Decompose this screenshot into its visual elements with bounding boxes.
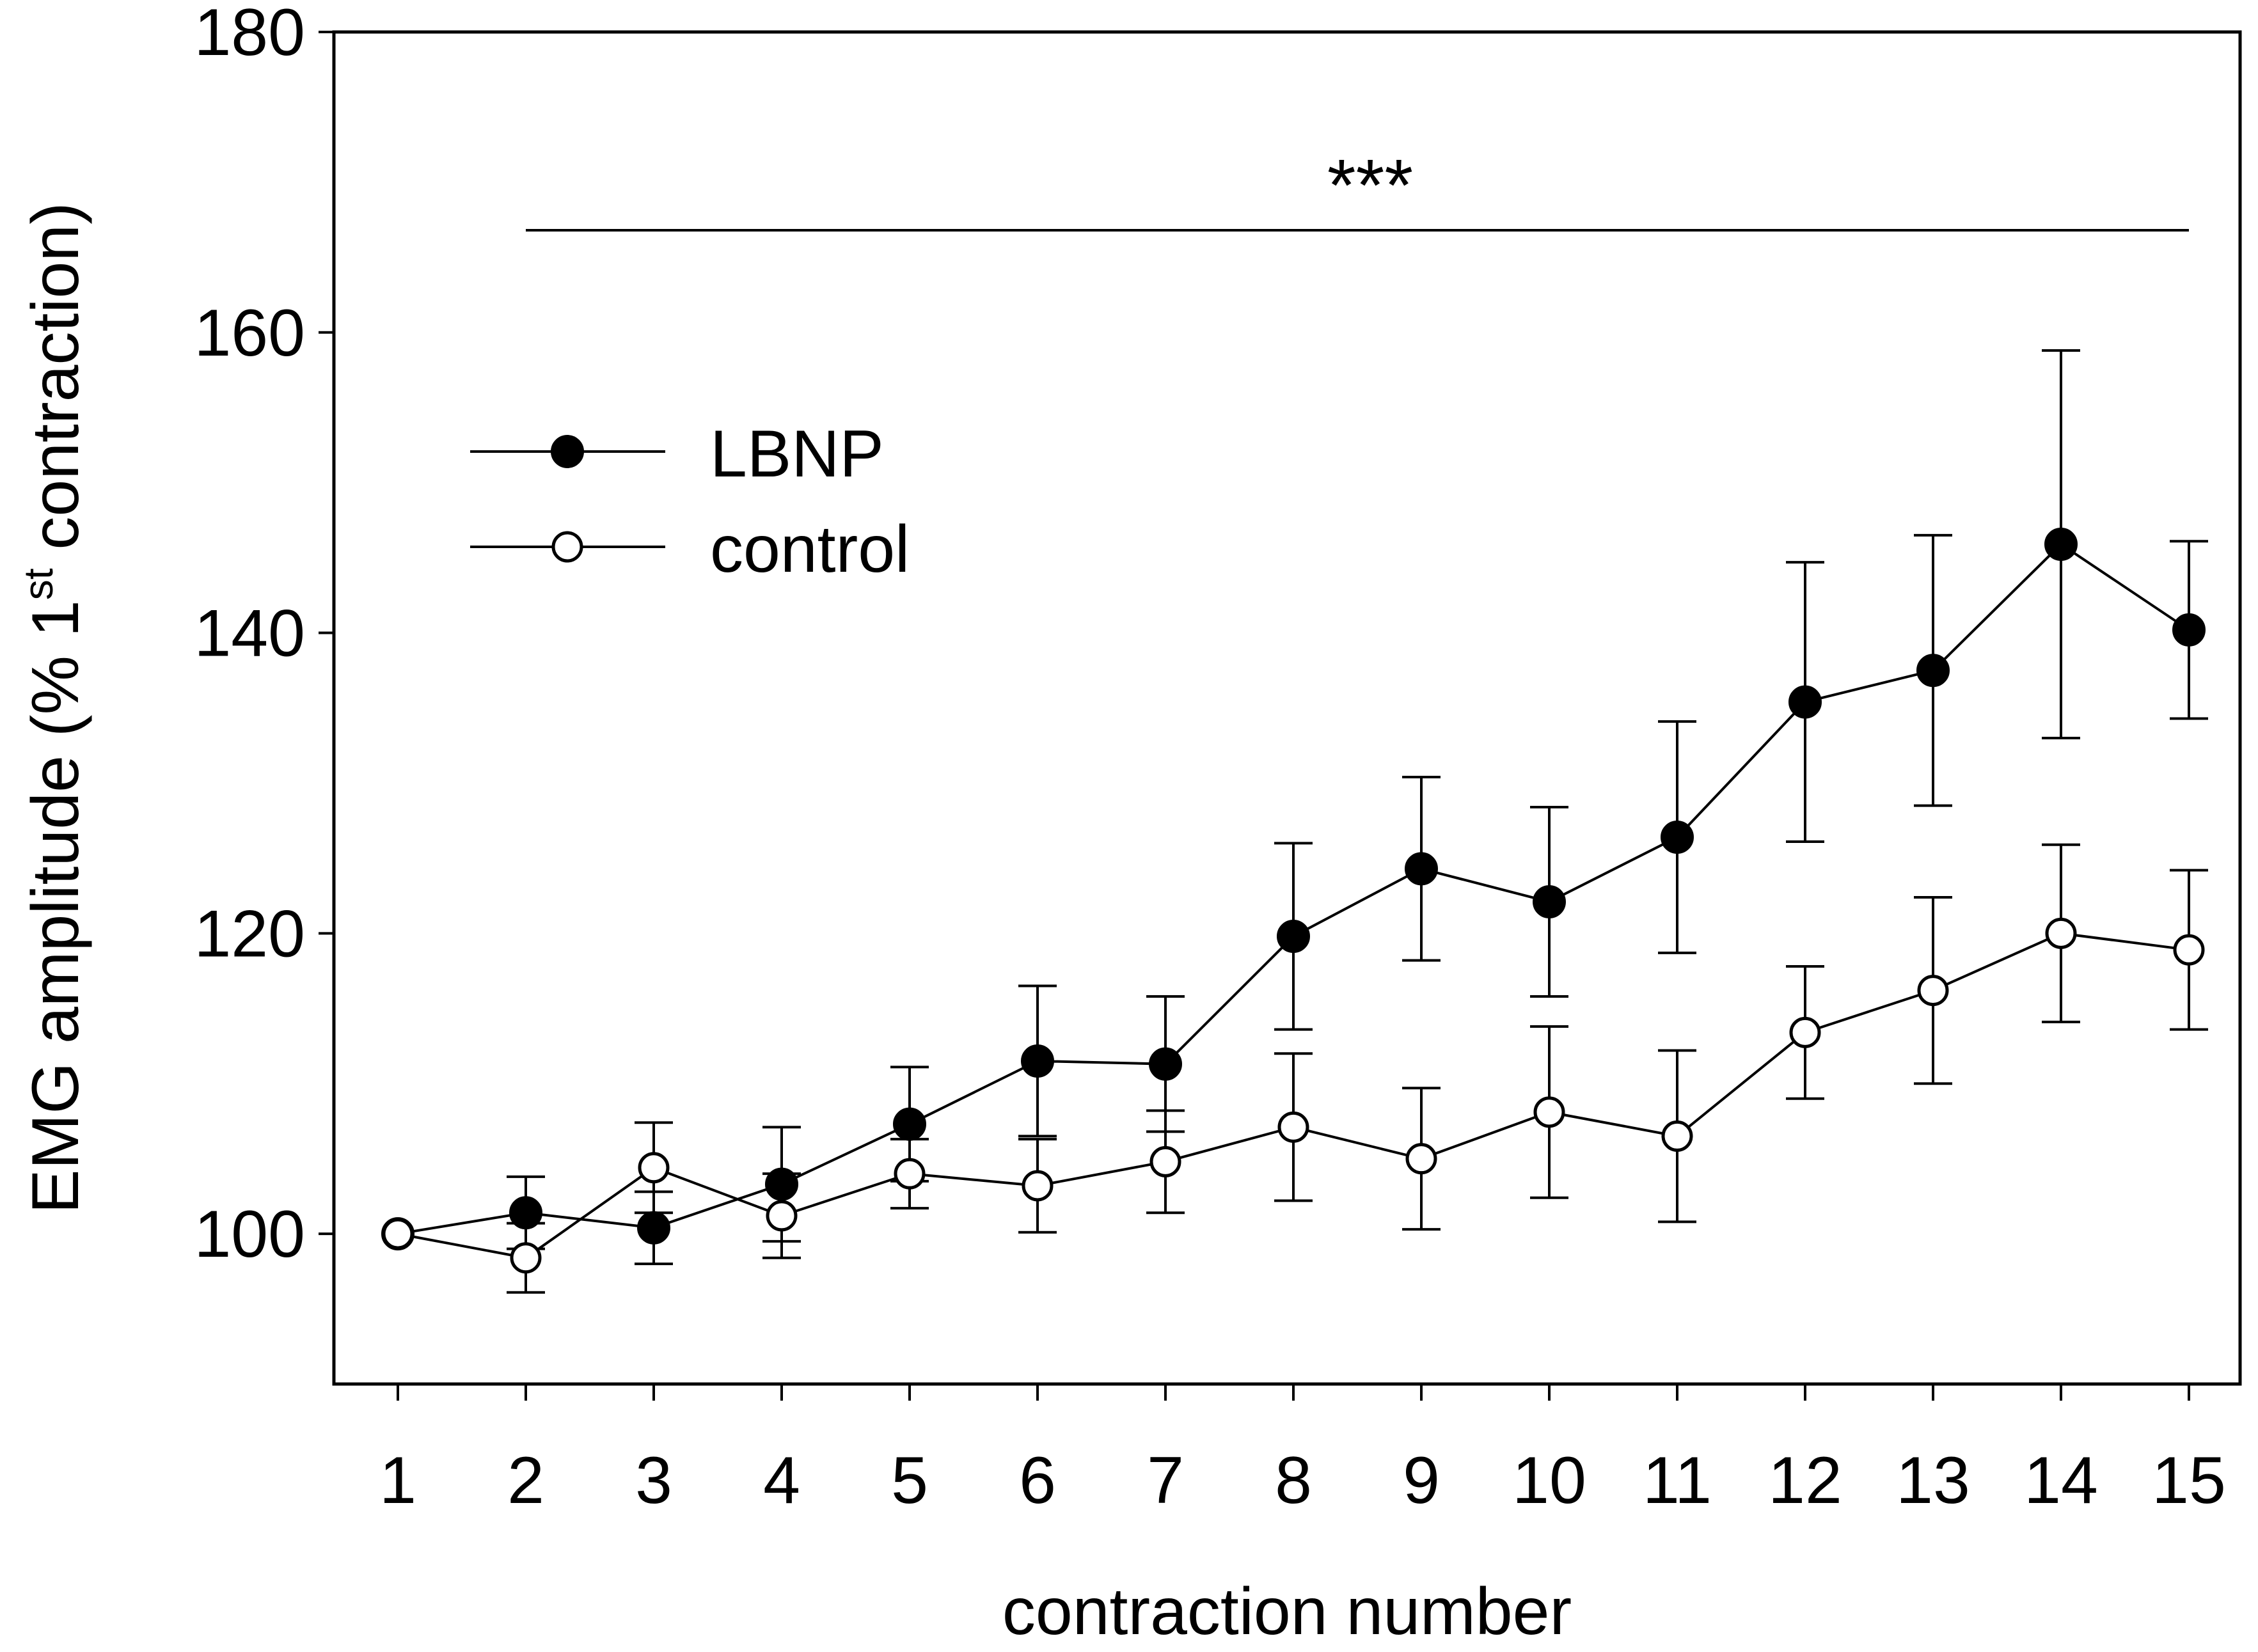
data-point-control: [894, 1158, 926, 1190]
data-point-control: [1149, 1145, 1181, 1177]
data-point-control: [1405, 1143, 1437, 1175]
x-axis-label: contraction number: [1002, 1575, 1572, 1649]
data-point-control: [510, 1242, 542, 1274]
data-point-control: [1022, 1170, 1054, 1202]
y-tick-label: 120: [194, 897, 305, 971]
x-tick-label: 2: [507, 1444, 544, 1518]
significance-annotation: ***: [526, 145, 2189, 232]
data-point-lbnp: [1021, 1044, 1054, 1078]
legend: LBNP control: [470, 417, 910, 586]
series-lbnp: [381, 349, 2208, 1266]
legend-label-lbnp: LBNP: [710, 417, 884, 491]
data-point-control: [2045, 917, 2077, 949]
x-tick-label: 8: [1275, 1444, 1312, 1518]
data-point-lbnp: [2044, 527, 2078, 561]
data-point-lbnp: [1533, 885, 1566, 919]
data-point-control: [1789, 1016, 1821, 1048]
x-tick-label: 9: [1403, 1444, 1440, 1518]
y-tick-label: 140: [194, 597, 305, 671]
x-tick-label: 5: [891, 1444, 928, 1518]
data-point-lbnp: [893, 1107, 926, 1141]
x-tick-label: 6: [1019, 1444, 1056, 1518]
series-layer: [381, 349, 2208, 1294]
y-axis-label-main: EMG amplitude (% 1: [19, 600, 93, 1213]
data-point-lbnp: [1916, 654, 1950, 688]
data-point-control: [766, 1200, 798, 1232]
x-axis: 1 2 3 4 5 6 7 8 9 10 11 12 13 14 15: [379, 1384, 2226, 1518]
significance-stars: ***: [1327, 145, 1413, 227]
data-point-control: [1661, 1120, 1693, 1152]
data-point-lbnp: [2172, 613, 2206, 647]
y-axis-label: EMG amplitude (% 1st contraction): [15, 202, 93, 1214]
data-point-control: [1277, 1111, 1309, 1143]
y-tick-label: 180: [194, 0, 305, 70]
y-axis-label-tail: contraction): [19, 202, 93, 568]
x-tick-label: 1: [379, 1444, 416, 1518]
data-point-control: [2173, 934, 2205, 966]
x-tick-label: 4: [763, 1444, 800, 1518]
legend-marker-control: [551, 531, 583, 563]
data-point-lbnp: [1788, 685, 1822, 719]
data-point-control: [1917, 975, 1949, 1007]
x-tick-label: 10: [1512, 1444, 1586, 1518]
y-axis-label-superscript: st: [15, 568, 61, 600]
x-tick-label: 15: [2152, 1444, 2226, 1518]
x-tick-label: 3: [635, 1444, 672, 1518]
x-tick-label: 11: [1643, 1444, 1712, 1518]
data-point-lbnp: [637, 1211, 670, 1245]
plot-frame: [332, 30, 2242, 1386]
y-axis: 100 120 140 160 180: [194, 0, 334, 1271]
data-point-lbnp: [1405, 852, 1438, 886]
data-point-lbnp: [1277, 920, 1310, 954]
data-point-control: [638, 1152, 670, 1184]
data-point-lbnp: [1149, 1047, 1182, 1081]
data-point-lbnp: [1661, 821, 1694, 854]
x-tick-label: 14: [2024, 1444, 2098, 1518]
x-tick-label: 13: [1896, 1444, 1970, 1518]
x-tick-label: 7: [1147, 1444, 1184, 1518]
data-point-control: [382, 1218, 414, 1250]
data-point-control: [1533, 1096, 1565, 1128]
y-tick-label: 100: [194, 1197, 305, 1271]
legend-label-control: control: [710, 512, 910, 586]
y-tick-label: 160: [194, 296, 305, 370]
x-tick-label: 12: [1768, 1444, 1842, 1518]
series-control: [382, 843, 2208, 1294]
legend-marker-lbnp: [551, 435, 584, 468]
